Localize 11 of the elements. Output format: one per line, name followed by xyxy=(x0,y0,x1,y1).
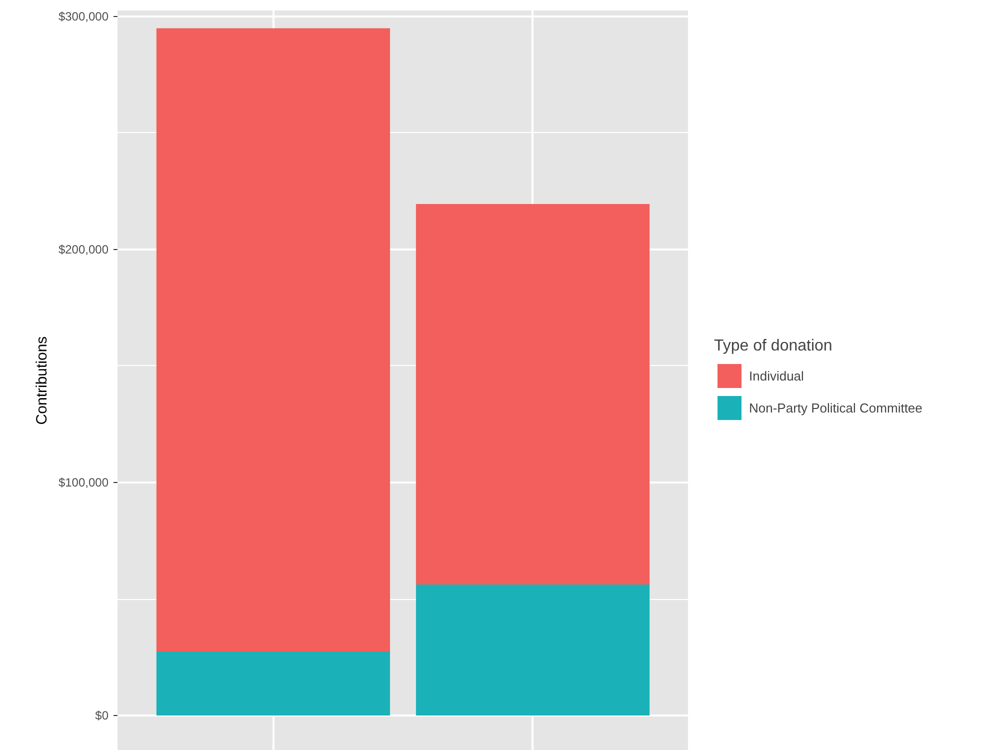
y-tick-label: $200,000 xyxy=(58,242,109,256)
legend-label: Individual xyxy=(749,367,804,385)
y-tick-label: $100,000 xyxy=(58,475,109,490)
legend-title: Type of donation xyxy=(714,338,834,356)
bar xyxy=(416,584,650,716)
bar xyxy=(416,204,650,585)
y-tick-label: $0 xyxy=(95,708,109,723)
y-axis-title: Contributions xyxy=(33,336,50,425)
y-tick-label: $300,000 xyxy=(58,9,109,24)
bar xyxy=(156,651,390,716)
legend-label: Non-Party Political Committee xyxy=(749,399,922,418)
